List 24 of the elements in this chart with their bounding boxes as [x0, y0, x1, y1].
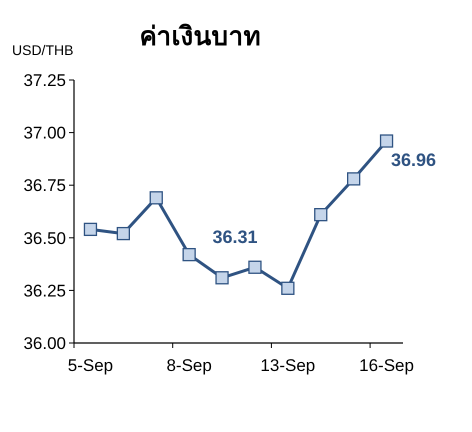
x-tick-label: 8-Sep	[166, 356, 212, 375]
y-tick-label: 36.25	[23, 281, 66, 300]
y-tick-label: 37.00	[23, 124, 66, 143]
point	[248, 260, 262, 274]
point	[281, 282, 294, 295]
point	[314, 208, 328, 222]
y-tick-label: 36.75	[23, 176, 66, 196]
x-tick-label: 5-Sep	[68, 356, 114, 375]
point	[182, 248, 196, 262]
chart-title: ค่าเงินบาท	[140, 21, 260, 51]
point	[347, 172, 360, 186]
point	[84, 222, 98, 236]
data-label: 36.31	[212, 226, 258, 247]
point	[116, 226, 130, 240]
point	[215, 271, 229, 284]
x-tick-label: 13-Sep	[260, 356, 316, 375]
y-tick-label: 36.50	[23, 228, 66, 248]
y-tick-label: 36.00	[23, 334, 66, 353]
y-tick-label: 37.25	[23, 71, 66, 90]
y-axis-title: USD/THB	[12, 42, 74, 58]
point	[380, 134, 394, 148]
x-tick-label: 16-Sep	[359, 356, 414, 375]
data-label: 36.96	[391, 150, 436, 170]
point	[150, 191, 163, 204]
